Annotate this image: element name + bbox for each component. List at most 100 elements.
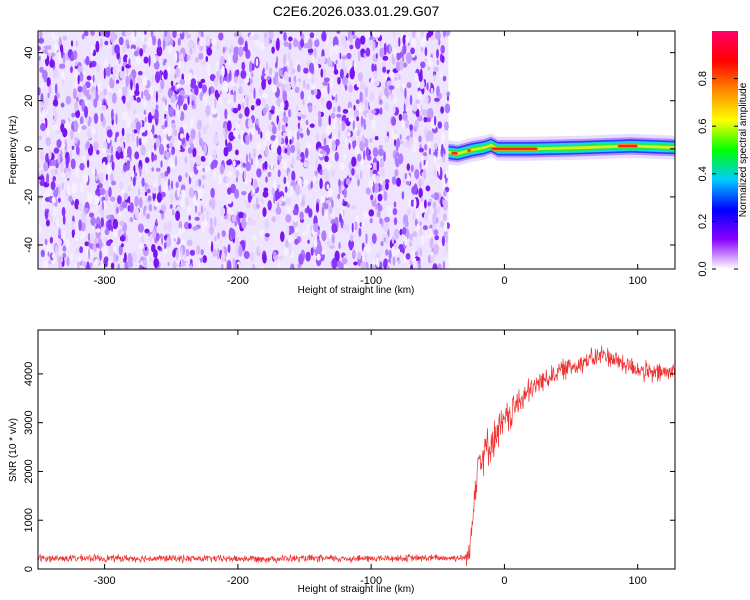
spectrogram-noise-blob	[209, 225, 214, 236]
spectrogram-noise-blob	[354, 173, 360, 179]
spectrogram-noise-blob	[308, 105, 313, 113]
spectrogram-noise-blob	[98, 207, 103, 214]
spectrogram-noise-blob	[406, 82, 412, 89]
spectrogram-noise-blob	[88, 116, 92, 124]
spectrogram-noise-blob	[425, 231, 428, 243]
spectrogram-noise-blob	[377, 193, 383, 202]
spectrogram-noise-blob	[40, 249, 45, 258]
spectrogram-noise-blob	[383, 190, 388, 202]
spectrogram-noise-blob	[233, 76, 238, 84]
spectrogram-noise-blob	[257, 246, 261, 253]
spectrogram-noise-blob	[426, 82, 429, 91]
spectrogram-noise-blob	[76, 96, 79, 103]
spectrogram-noise-blob	[440, 69, 443, 79]
spectrogram-noise-blob	[306, 83, 310, 90]
spectrogram-noise-blob	[378, 144, 383, 150]
spectrogram-noise-blob	[202, 94, 209, 106]
spectrogram-noise-blob	[428, 108, 434, 119]
spectrogram-noise-blob	[268, 31, 274, 40]
spectrogram-noise-blob	[82, 155, 86, 161]
spectrogram-noise-blob	[348, 84, 353, 93]
spectrogram-noise-blob	[339, 52, 342, 60]
spectrogram-noise-blob	[380, 184, 383, 191]
spectrogram-noise-blob	[440, 131, 446, 144]
spectrogram-noise-blob	[393, 31, 396, 39]
spectrogram-noise-blob	[327, 57, 331, 63]
spectrogram-noise-blob	[106, 240, 112, 247]
spectrogram-noise-blob	[153, 134, 158, 139]
spectrogram-noise-blob	[195, 177, 199, 187]
spectrogram-noise-blob	[369, 137, 373, 143]
spectrogram-noise-blob	[376, 266, 382, 269]
spectrogram-noise-blob	[198, 188, 204, 200]
spectrogram-noise-blob	[249, 251, 255, 263]
spectrogram-noise-blob	[229, 69, 232, 82]
spectrogram-noise-blob	[233, 32, 239, 37]
spectrogram-noise-blob	[393, 48, 397, 59]
spectrogram-noise-blob	[328, 115, 331, 126]
spectrogram-noise-blob	[262, 97, 266, 108]
snr-series-line	[38, 345, 675, 567]
spectrogram-noise-blob	[47, 92, 50, 99]
spectrogram-noise-blob	[202, 84, 207, 94]
spectrogram-x-tick-label: -200	[227, 275, 249, 287]
spectrogram-noise-blob	[226, 98, 232, 104]
spectrogram-noise-blob	[430, 35, 436, 41]
spectrogram-noise-blob	[41, 53, 47, 60]
spectrogram-noise-blob	[69, 54, 75, 62]
spectrogram-noise-blob	[232, 160, 236, 168]
spectrogram-noise-blob	[363, 122, 367, 130]
spectrogram-noise-blob	[167, 158, 173, 167]
spectrogram-noise-blob	[371, 264, 377, 269]
spectrogram-noise-blob	[128, 195, 131, 204]
spectrogram-noise-blob	[393, 103, 396, 114]
spectrogram-noise-blob	[276, 155, 283, 160]
spectrogram-noise-blob	[409, 124, 413, 131]
spectrogram-noise-blob	[161, 125, 166, 130]
spectrogram-noise-blob	[240, 130, 245, 137]
spectrogram-noise-blob	[438, 92, 443, 100]
spectrogram-noise-blob	[66, 256, 70, 267]
spectrogram-noise-blob	[276, 145, 282, 156]
spectrogram-noise-blob	[398, 113, 403, 121]
spectrogram-noise-blob	[222, 80, 228, 92]
spectrogram-noise-blob	[442, 260, 445, 269]
spectrogram-noise-blob	[93, 98, 98, 108]
spectrogram-noise-blob	[376, 160, 380, 172]
spectrogram-noise-blob	[238, 113, 243, 119]
spectrogram-noise-blob	[73, 120, 79, 133]
spectrogram-noise-blob	[441, 235, 445, 247]
spectrogram-noise-blob	[272, 75, 279, 86]
spectrogram-noise-blob	[432, 213, 436, 225]
spectrogram-noise-blob	[106, 163, 112, 176]
spectrogram-noise-blob	[265, 176, 268, 183]
spectrogram-noise-blob	[376, 108, 380, 115]
spectrogram-noise-blob	[203, 143, 208, 155]
spectrogram-noise-blob	[277, 202, 280, 214]
spectrogram-noise-blob	[317, 110, 322, 119]
spectrogram-noise-blob	[52, 99, 59, 107]
spectrogram-noise-blob	[187, 41, 194, 49]
spectrogram-noise-blob	[93, 113, 99, 124]
spectrogram-noise-blob	[262, 107, 267, 115]
spectrogram-noise-blob	[55, 130, 61, 135]
spectrogram-noise-blob	[365, 233, 368, 244]
spectrogram-noise-blob	[241, 191, 247, 196]
spectrogram-noise-blob	[124, 252, 127, 263]
spectrogram-noise-blob	[446, 169, 449, 179]
spectrogram-noise-blob	[151, 167, 154, 172]
spectrogram-noise-blob	[290, 185, 294, 195]
spectrogram-noise-blob	[142, 245, 149, 257]
spectrogram-noise-blob	[44, 238, 48, 246]
spectrogram-noise-blob	[397, 153, 404, 165]
spectrogram-noise-blob	[337, 105, 341, 113]
spectrogram-noise-blob	[180, 262, 187, 267]
spectrogram-noise-blob	[422, 225, 428, 231]
spectrogram-noise-blob	[445, 258, 450, 269]
spectrogram-noise-blob	[433, 229, 439, 236]
spectrogram-noise-blob	[315, 202, 320, 213]
spectrogram-noise-blob	[170, 95, 176, 104]
spectrogram-noise-blob	[265, 145, 269, 157]
spectrogram-noise-blob	[233, 236, 240, 244]
spectrogram-noise-blob	[124, 261, 129, 269]
